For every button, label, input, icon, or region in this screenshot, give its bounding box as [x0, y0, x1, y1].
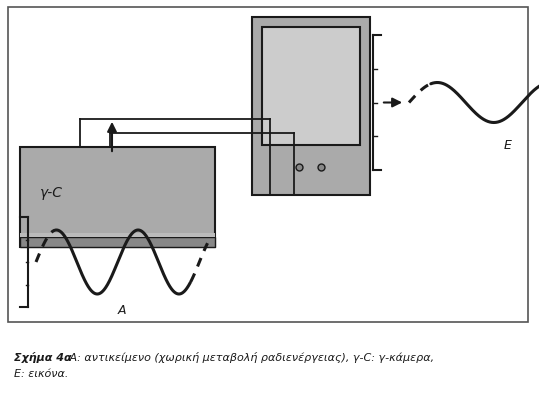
Bar	[252, 18, 370, 196]
Bar	[20, 234, 215, 237]
Text: Σχήμα 4α: Σχήμα 4α	[14, 351, 72, 362]
Bar	[20, 237, 215, 247]
Text: γ-C: γ-C	[40, 186, 63, 200]
Text: Ε: εικόνα.: Ε: εικόνα.	[14, 368, 68, 378]
Text: Α: αντικείμενο (χωρική μεταβολή ραδιενέργειας), γ-C: γ-κάμερα,: Α: αντικείμενο (χωρική μεταβολή ραδιενέρ…	[66, 351, 434, 362]
Bar	[262, 28, 360, 146]
Text: E: E	[504, 139, 512, 152]
Bar	[8, 8, 528, 322]
Text: A: A	[118, 304, 126, 317]
Bar	[20, 148, 215, 247]
